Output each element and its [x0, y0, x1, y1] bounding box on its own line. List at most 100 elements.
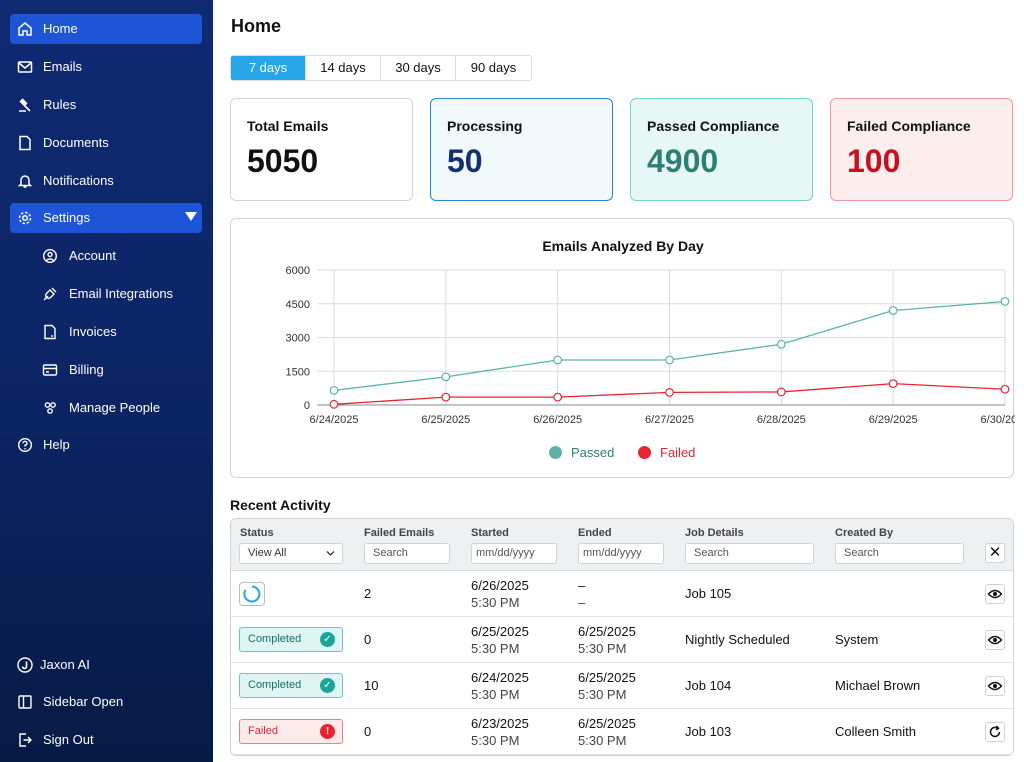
range-7-days[interactable]: 7 days	[231, 56, 306, 80]
sidebar-item-billing[interactable]: Billing	[10, 355, 202, 385]
data-point-passed	[1000, 297, 1010, 306]
table-header: Status Failed Emails Started Ended Job D…	[231, 519, 1013, 571]
y-tick-label: 1500	[286, 366, 310, 378]
data-point-failed	[441, 392, 451, 402]
status-badge: Completed ✓	[239, 627, 343, 652]
started-cell: 6/25/2025 5:30 PM	[471, 624, 529, 656]
sidebar-item-invoices[interactable]: Invoices	[10, 317, 202, 347]
check-icon: ✓	[320, 678, 335, 693]
sidebar-item-label: Sign Out	[43, 732, 94, 747]
date-range-selector: 7 days 14 days 30 days 90 days	[230, 55, 532, 81]
data-point-passed	[665, 355, 674, 365]
passed-legend-dot	[549, 446, 562, 459]
table-row[interactable]: Completed ✓ 0 6/25/2025 5:30 PM 6/25/2025…	[231, 617, 1013, 663]
main-content: Home 7 days 14 days 30 days 90 days Tota…	[213, 0, 1024, 762]
sidebar-item-notifications[interactable]: Notifications	[10, 166, 202, 196]
sidebar-item-label: Email Integrations	[69, 286, 174, 301]
sidebar-item-label: Settings	[43, 210, 90, 225]
legend-item-failed[interactable]: Failed	[638, 445, 695, 460]
sidebar-item-documents[interactable]: Documents	[10, 128, 202, 158]
ended-cell: 6/25/2025 5:30 PM	[578, 624, 636, 656]
job-details-cell: Job 104	[685, 678, 732, 693]
stat-card-total-emails: Total Emails 5050	[230, 98, 413, 201]
legend-label: Passed	[571, 445, 615, 460]
table-row[interactable]: Completed ✓ 10 6/24/2025 5:30 PM 6/25/202…	[231, 663, 1013, 709]
sidebar-item-label: Help	[43, 437, 70, 452]
close-icon: ✕	[988, 544, 1002, 561]
check-icon: ✓	[320, 632, 335, 647]
data-point-passed	[776, 339, 786, 349]
clear-filters-button[interactable]: ✕	[985, 543, 1005, 563]
chevron-down-icon[interactable]	[185, 212, 197, 221]
data-point-failed	[888, 379, 898, 389]
sidebar-item-label: Emails	[43, 59, 83, 74]
range-30-days[interactable]: 30 days	[381, 56, 456, 80]
started-date-input[interactable]: mm/dd/yyyy	[471, 543, 557, 564]
sidebar-item-jaxon-ai[interactable]: Jaxon AI	[10, 650, 202, 680]
failed-emails-cell: 10	[364, 678, 379, 693]
eye-icon	[987, 635, 1003, 645]
sidebar-item-label: Invoices	[69, 324, 117, 339]
stat-value: 100	[847, 143, 901, 179]
sidebar-item-account[interactable]: Account	[10, 241, 202, 271]
status-filter-select[interactable]: View All	[239, 543, 343, 564]
view-button[interactable]	[985, 630, 1005, 650]
retry-button[interactable]	[985, 722, 1005, 742]
eye-icon	[987, 589, 1003, 599]
stat-card-passed-compliance: Passed Compliance 4900	[630, 98, 813, 201]
failed-emails-cell: 2	[364, 586, 372, 601]
sidebar-item-home[interactable]: Home	[10, 14, 202, 44]
data-point-failed	[1000, 384, 1010, 394]
created-by-cell: Colleen Smith	[835, 724, 916, 739]
x-tick-label: 6/28/2025	[757, 414, 806, 426]
sidebar-item-manage-people[interactable]: Manage People	[10, 393, 202, 423]
data-point-passed	[329, 385, 339, 395]
table-row[interactable]: 2 6/26/2025 5:30 PM – – Job 105	[231, 571, 1013, 617]
sidebar-item-sign-out[interactable]: Sign Out	[10, 725, 202, 755]
x-tick-label: 6/29/2025	[869, 414, 918, 426]
mail-icon	[17, 61, 33, 73]
started-cell: 6/23/2025 5:30 PM	[471, 716, 529, 748]
sidebar-item-label: Jaxon AI	[40, 657, 90, 672]
sidebar-item-email-integrations[interactable]: Email Integrations	[10, 279, 202, 309]
gavel-icon	[19, 98, 31, 112]
data-point-failed	[329, 399, 339, 409]
spinner-icon	[243, 585, 261, 603]
plug-icon	[43, 287, 57, 301]
stat-title: Total Emails	[247, 118, 329, 134]
x-tick-label: 6/27/2025	[645, 414, 694, 426]
job-details-search-input[interactable]: Search	[685, 543, 814, 564]
y-tick-label: 3000	[286, 333, 310, 345]
credit-card-icon	[42, 364, 58, 376]
gear-icon	[18, 211, 32, 225]
view-button[interactable]	[985, 676, 1005, 696]
eye-icon	[987, 681, 1003, 691]
recent-activity-title: Recent Activity	[230, 497, 331, 513]
ended-cell: 6/25/2025 5:30 PM	[578, 670, 636, 702]
failed-emails-search-input[interactable]: Search	[364, 543, 450, 564]
column-header-ended: Ended	[578, 527, 612, 539]
job-details-cell: Nightly Scheduled	[685, 632, 790, 647]
created-by-search-input[interactable]: Search	[835, 543, 964, 564]
created-by-cell: System	[835, 632, 879, 647]
sidebar-item-help[interactable]: Help	[10, 430, 202, 460]
sidebar-item-settings[interactable]: Settings	[10, 203, 202, 233]
range-90-days[interactable]: 90 days	[470, 60, 517, 75]
table-row[interactable]: Failed ! 0 6/23/2025 5:30 PM 6/25/2025 5:3…	[231, 709, 1013, 755]
page-title: Home	[231, 16, 282, 36]
sidebar-item-rules[interactable]: Rules	[10, 90, 202, 120]
sidebar-item-label: Home	[43, 21, 78, 36]
status-badge: Failed !	[239, 719, 343, 744]
sidebar-item-emails[interactable]: Emails	[10, 52, 202, 82]
sidebar-item-sidebar-open[interactable]: Sidebar Open	[10, 687, 202, 717]
legend-item-passed[interactable]: Passed	[549, 445, 614, 460]
data-point-failed	[776, 387, 786, 397]
ended-date-input[interactable]: mm/dd/yyyy	[578, 543, 664, 564]
started-cell: 6/24/2025 5:30 PM	[471, 670, 529, 702]
view-button[interactable]	[985, 584, 1005, 604]
x-tick-label: 6/26/2025	[533, 414, 582, 426]
sidebar-item-label: Sidebar Open	[43, 694, 124, 709]
stat-card-failed-compliance: Failed Compliance 100	[830, 98, 1013, 201]
sidebar-item-label: Manage People	[69, 400, 161, 415]
range-14-days[interactable]: 14 days	[306, 56, 381, 80]
